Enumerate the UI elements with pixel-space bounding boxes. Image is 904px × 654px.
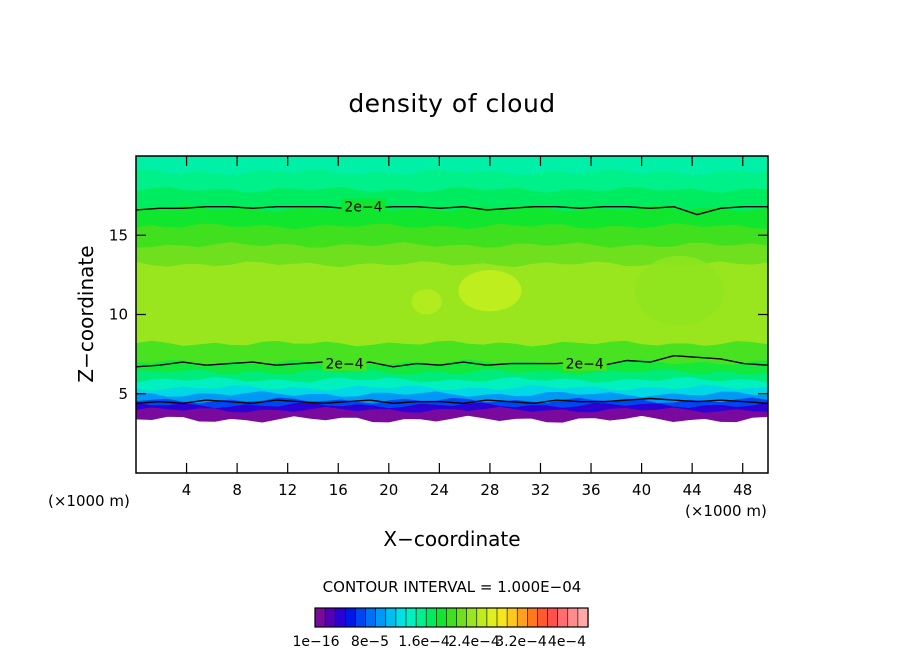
colorbar-swatch	[466, 607, 478, 628]
contour-label-bg	[341, 198, 386, 214]
colorbar-swatch	[395, 607, 407, 628]
colorbar-swatch	[577, 607, 589, 628]
y-axis-unit: (×1000 m)	[48, 492, 130, 510]
contour-line	[136, 205, 768, 216]
x-axis-unit: (×1000 m)	[685, 502, 767, 520]
colorbar-swatch	[486, 607, 498, 628]
colorbar-swatch	[314, 607, 326, 628]
colorbar-swatch	[547, 607, 559, 628]
colorbar	[314, 607, 589, 628]
colorbar-swatch	[446, 607, 458, 628]
x-tick-label: 28	[480, 481, 499, 499]
colorbar-swatch	[405, 607, 417, 628]
contour-label-bg	[322, 355, 367, 371]
x-tick-label: 8	[232, 481, 242, 499]
contour-lines	[136, 205, 768, 405]
colorbar-swatch	[324, 607, 336, 628]
x-tick-label: 4	[182, 481, 192, 499]
colorbar-swatch	[537, 607, 549, 628]
x-tick-label: 12	[278, 481, 297, 499]
y-tick-label: 5	[118, 385, 128, 403]
colorbar-swatch	[516, 607, 528, 628]
colorbar-swatch	[436, 607, 448, 628]
x-tick-label: 44	[683, 481, 702, 499]
colorbar-swatch	[355, 607, 367, 628]
contour-label: 2e−4	[325, 357, 363, 373]
x-tick-label: 32	[531, 481, 550, 499]
colorbar-swatch	[365, 607, 377, 628]
colorbar-swatch	[334, 607, 346, 628]
contour-line	[136, 397, 768, 405]
x-axis-ticks: 4 8 12 16 20 24 28 32 36 40 44 48	[182, 156, 752, 499]
contour-label: 2e−4	[566, 357, 604, 373]
colorbar-swatch	[527, 607, 539, 628]
colorbar-swatch	[476, 607, 488, 628]
colorbar-label: 4e−4	[548, 634, 586, 650]
contour-labels: 2e−4 2e−4 2e−4	[322, 198, 607, 373]
chart-title: density of cloud	[348, 89, 555, 118]
colorbar-swatch	[456, 607, 468, 628]
colorbar-label: 1e−16	[292, 634, 339, 650]
field-highlight	[411, 289, 442, 315]
colorbar-swatch	[557, 607, 569, 628]
colorbar-labels: 1e−16 8e−5 1.6e−42.4e−43.2e−4 4e−4	[292, 634, 586, 650]
y-axis-ticks: 5 10 15	[109, 226, 768, 403]
density-field	[136, 156, 768, 423]
colorbar-swatch	[385, 607, 397, 628]
colorbar-swatch	[415, 607, 427, 628]
colorbar-swatch	[496, 607, 508, 628]
field-highlight	[458, 270, 522, 312]
field-band	[136, 156, 768, 176]
field-highlight	[635, 255, 724, 326]
x-axis-label: X−coordinate	[383, 527, 520, 551]
contour-label: 2e−4	[344, 200, 382, 216]
x-tick-label: 36	[581, 481, 600, 499]
y-tick-label: 15	[109, 226, 128, 244]
contour-interval-text: CONTOUR INTERVAL = 1.000E−04	[323, 578, 582, 596]
x-tick-label: 16	[329, 481, 348, 499]
colorbar-label: 1.6e−4	[398, 634, 450, 650]
contour-line	[136, 354, 768, 368]
x-tick-label: 20	[379, 481, 398, 499]
colorbar-frame	[314, 607, 589, 628]
colorbar-swatch	[567, 607, 579, 628]
colorbar-label: 8e−5	[351, 634, 389, 650]
x-tick-label: 40	[632, 481, 651, 499]
x-tick-label: 24	[430, 481, 449, 499]
colorbar-swatch	[375, 607, 387, 628]
contour-label-bg	[562, 355, 607, 371]
colorbar-swatch	[345, 607, 357, 628]
y-axis-label: Z−coordinate	[74, 245, 98, 382]
colorbar-swatch	[425, 607, 437, 628]
colorbar-label: 3.2e−4	[495, 634, 547, 650]
x-tick-label: 48	[733, 481, 752, 499]
y-tick-label: 10	[109, 306, 128, 324]
colorbar-label: 2.4e−4	[448, 634, 500, 650]
colorbar-swatch	[506, 607, 518, 628]
